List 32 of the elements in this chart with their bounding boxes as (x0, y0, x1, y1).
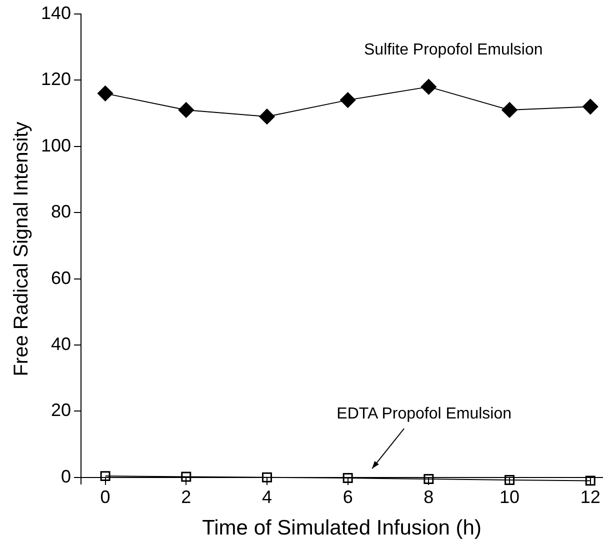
point (259, 108, 275, 124)
y-tick-label: 40 (51, 334, 72, 354)
y-axis-title: Free Radical Signal Intensity (10, 122, 33, 376)
point (98, 86, 114, 102)
point (424, 474, 434, 484)
point (502, 102, 518, 118)
x-tick-label: 12 (580, 487, 600, 508)
text: Sulfite Propofol Emulsion (364, 42, 543, 59)
point (504, 475, 515, 486)
y-tick-label: 0 (61, 466, 72, 486)
y-tick-label: 100 (40, 135, 72, 156)
text: EDTA Propofol Emulsion (336, 406, 512, 423)
y-tick-label: 80 (51, 202, 72, 222)
y-tick-label: 20 (51, 400, 72, 420)
point (262, 472, 272, 482)
x-axis-title: Time of Simulated Infusion (h) (202, 516, 482, 540)
point (178, 102, 194, 118)
point (340, 92, 356, 108)
y-tick-label: 140 (40, 2, 72, 23)
point (420, 79, 436, 95)
x-tick-label: 8 (424, 487, 434, 508)
y-tick-label: 60 (51, 268, 72, 288)
y-tick-label: 120 (40, 69, 72, 90)
point (100, 471, 110, 482)
point (582, 98, 598, 114)
x-tick-label: 0 (100, 487, 110, 508)
x-tick-label: 10 (500, 487, 520, 508)
x-tick-label: 2 (181, 487, 192, 508)
point (181, 472, 192, 482)
x-tick-label: 6 (342, 487, 353, 508)
x-tick-label: 4 (262, 487, 272, 508)
point (342, 473, 353, 484)
